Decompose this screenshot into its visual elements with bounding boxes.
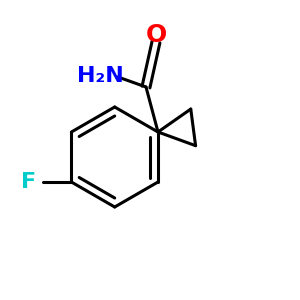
Text: O: O	[146, 23, 167, 47]
Text: F: F	[21, 172, 36, 192]
Text: H₂N: H₂N	[76, 66, 123, 86]
